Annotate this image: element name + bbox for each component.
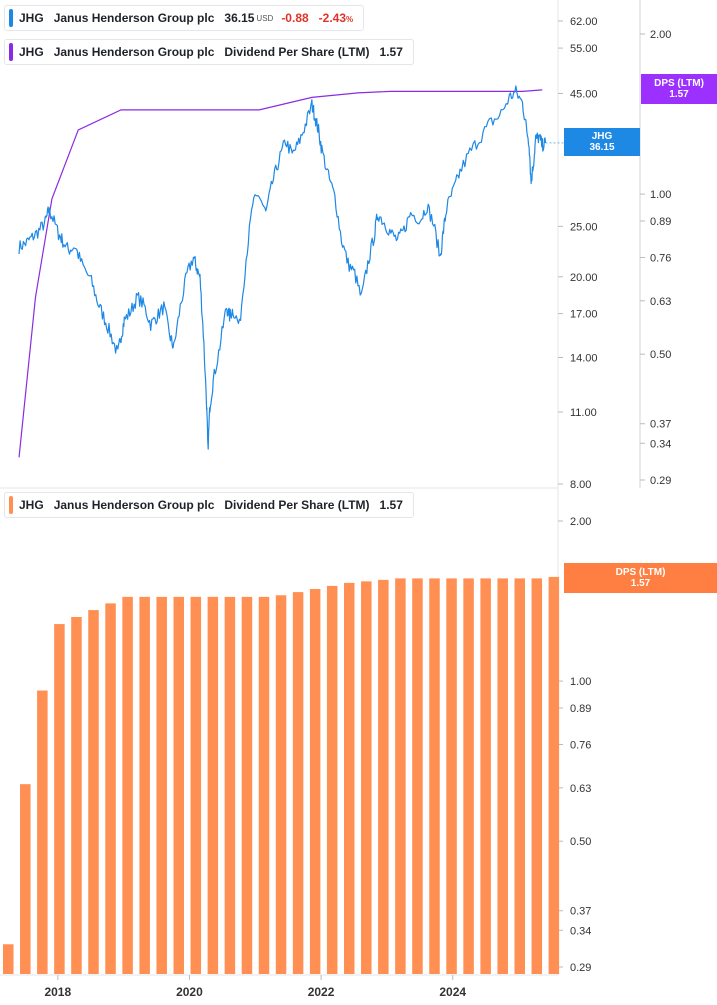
bar-axis-tick-label: 0.29: [570, 962, 591, 974]
dps-axis-tick-label: 0.29: [650, 475, 671, 487]
dps-bar: [412, 578, 423, 974]
legend-dps-top-name: Janus Henderson Group plc: [53, 45, 215, 59]
legend-price-last: 36.15: [224, 11, 255, 25]
bar-axis-tick-label: 0.76: [570, 739, 591, 751]
legend-dps-top-metric: Dividend Per Share (LTM): [224, 45, 370, 59]
dps-top-badge-label: DPS (LTM): [654, 78, 704, 89]
dps-bar: [207, 596, 219, 974]
legend-price-change: -0.88: [281, 11, 309, 25]
legend-dps-top-ticker: JHG: [19, 45, 44, 59]
dps-bottom-badge: DPS (LTM) 1.57: [564, 563, 717, 593]
dps-axis-tick-label: 0.50: [650, 349, 671, 361]
legend-price[interactable]: JHG Janus Henderson Group plc 36.15 USD …: [4, 5, 365, 31]
dps-axis-tick-label: 0.76: [650, 252, 671, 264]
dps-bar: [463, 578, 474, 974]
legend-price-change-pct: -2.43%: [318, 11, 354, 25]
dps-bar: [105, 603, 116, 974]
dps-bar: [497, 578, 508, 974]
dps-axis-tick-label: 0.63: [650, 296, 671, 308]
legend-dps-bottom[interactable]: JHG Janus Henderson Group plc Dividend P…: [4, 492, 414, 518]
legend-dps-bottom-metric: Dividend Per Share (LTM): [224, 498, 370, 512]
legend-dps-bottom-name: Janus Henderson Group plc: [53, 498, 215, 512]
dps-bar: [20, 784, 31, 974]
price-axis-tick-label: 17.00: [570, 309, 598, 321]
legend-price-currency: USD: [256, 13, 274, 23]
dps-axis-tick-label: 1.00: [650, 189, 671, 201]
time-axis-tick-label: 2018: [44, 985, 71, 999]
dps-bar: [3, 944, 14, 974]
dps-bar: [139, 596, 150, 974]
price-axis-tick-label: 25.00: [570, 221, 598, 233]
legend-dps-top-value: 1.57: [379, 45, 403, 59]
dps-bar: [54, 624, 65, 974]
price-axis-tick-label: 8.00: [570, 479, 591, 491]
bar-axis-tick-label: 0.63: [570, 783, 591, 795]
dps-bar: [224, 596, 236, 974]
price-line: [18, 85, 547, 450]
bar-axis-tick-label: 0.89: [570, 703, 591, 715]
price-swatch: [9, 9, 13, 27]
price-badge-label: JHG: [591, 131, 613, 142]
dps-bar: [548, 576, 560, 974]
bar-axis-tick-label: 0.34: [570, 925, 591, 937]
dps-axis-tick-label: 0.89: [650, 216, 671, 228]
dps-bar: [480, 578, 491, 974]
dps-bar: [531, 578, 543, 974]
price-badge: JHG 36.15: [564, 128, 640, 156]
dps-bar: [446, 578, 457, 974]
bar-axis-tick-label: 2.00: [570, 516, 591, 528]
dps-line-swatch: [9, 43, 13, 61]
time-axis-tick-label: 2020: [176, 985, 203, 999]
dps-bar: [361, 581, 372, 974]
dps-bar: [258, 596, 270, 974]
dps-bar: [173, 596, 184, 974]
time-axis-tick-label: 2022: [308, 985, 335, 999]
dps-bar: [326, 585, 338, 974]
dps-bar: [122, 596, 133, 974]
dps-axis-tick-label: 2.00: [650, 29, 671, 41]
dps-bar: [344, 582, 355, 974]
legend-dps-bottom-value: 1.57: [379, 498, 403, 512]
dps-bar: [156, 596, 167, 974]
dps-bar: [395, 578, 406, 974]
price-axis-tick-label: 55.00: [570, 43, 598, 55]
price-axis-tick-label: 20.00: [570, 272, 598, 284]
price-axis-tick-label: 11.00: [570, 407, 597, 419]
price-axis-tick-label: 62.00: [570, 16, 598, 28]
dps-bar: [71, 616, 82, 974]
price-axis-tick-label: 45.00: [570, 88, 598, 100]
dps-bar: [190, 596, 202, 974]
dps-bar: [514, 578, 525, 974]
legend-price-ticker: JHG: [19, 11, 44, 25]
dps-line: [18, 89, 543, 458]
dps-bar: [429, 578, 440, 974]
dps-bar: [88, 610, 99, 974]
dps-bar: [309, 588, 321, 974]
dps-bar: [37, 690, 48, 974]
price-badge-value: 36.15: [589, 142, 615, 153]
time-axis-tick-label: 2024: [439, 985, 466, 999]
dps-axis-tick-label: 0.37: [650, 419, 671, 431]
legend-price-name: Janus Henderson Group plc: [53, 11, 215, 25]
dps-bottom-badge-label: DPS (LTM): [615, 567, 666, 578]
price-axis-tick-label: 14.00: [570, 352, 598, 364]
legend-dps-bottom-ticker: JHG: [19, 498, 44, 512]
bar-axis-tick-label: 0.37: [570, 906, 591, 918]
bar-axis-tick-label: 0.50: [570, 836, 591, 848]
dps-bottom-badge-value: 1.57: [630, 578, 651, 589]
dps-bar-swatch: [9, 496, 13, 514]
dps-bar: [378, 579, 389, 974]
dps-bar: [292, 592, 304, 974]
dps-top-badge-value: 1.57: [669, 89, 689, 100]
dps-bar: [241, 596, 253, 974]
dps-axis-tick-label: 0.34: [650, 438, 671, 450]
dps-top-badge: DPS (LTM) 1.57: [641, 74, 717, 104]
bar-axis-tick-label: 1.00: [570, 676, 591, 688]
legend-dps-top[interactable]: JHG Janus Henderson Group plc Dividend P…: [4, 39, 414, 65]
dps-bar: [275, 595, 287, 974]
